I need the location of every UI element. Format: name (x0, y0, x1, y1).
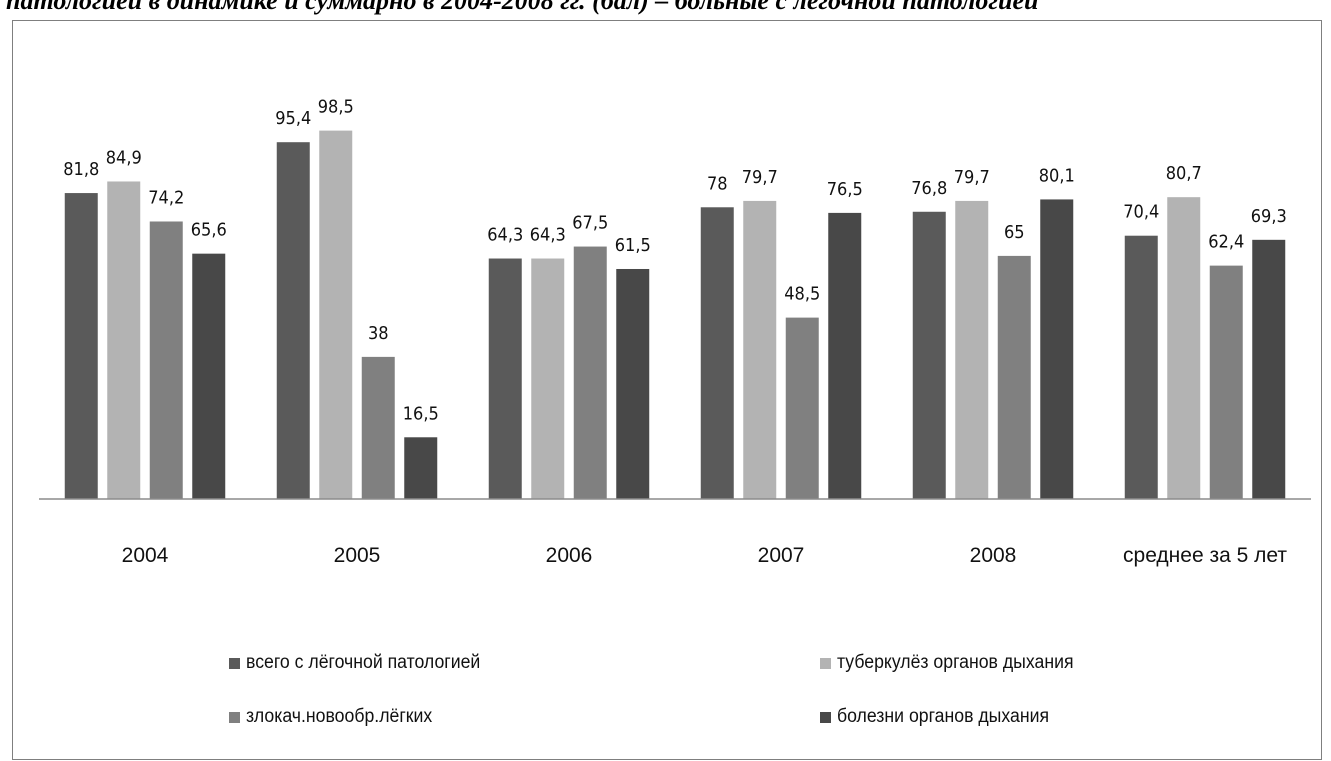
legend-item-respiratory-diseases: болезни органов дыхания (820, 702, 1065, 732)
data-label: 61,5 (615, 235, 651, 256)
data-label: 74,2 (148, 187, 184, 208)
bar (785, 317, 819, 499)
data-label: 76,8 (911, 178, 947, 199)
legend-label: туберкулёз органов дыхания (837, 652, 1074, 673)
bar (743, 200, 777, 499)
data-label: 69,3 (1251, 206, 1287, 227)
data-label: 64,3 (487, 225, 523, 246)
data-label: 62,4 (1208, 232, 1244, 253)
bar-chart: 81,8 84,9 74,2 65,6 2004 95,4 98,5 38 16,5 2005 64… (39, 97, 1311, 567)
bar (1124, 235, 1158, 500)
bar (955, 200, 989, 499)
legend-swatch (820, 657, 831, 669)
data-label: 78 (707, 173, 728, 194)
data-label: 70,4 (1123, 202, 1159, 223)
bar (361, 356, 395, 499)
bar (404, 437, 438, 499)
bar (107, 181, 141, 499)
data-label: 65,6 (191, 220, 227, 241)
x-tick-label: 2006 (546, 544, 593, 567)
bar (828, 212, 862, 499)
legend-label: злокач.новообр.лёгких (246, 706, 433, 727)
data-label: 16,5 (403, 403, 439, 424)
bar (912, 211, 946, 499)
data-label: 79,7 (954, 167, 990, 188)
data-label: 81,8 (63, 159, 99, 180)
legend-item-lung-cancer: злокач.новообр.лёгких (229, 702, 446, 732)
bar (319, 130, 353, 500)
legend-label: всего с лёгочной патологией (246, 652, 481, 673)
data-label: 80,1 (1039, 165, 1075, 186)
x-tick-label: 2005 (334, 544, 381, 567)
bar (276, 142, 310, 499)
data-label: 64,3 (530, 225, 566, 246)
legend-swatch (229, 657, 240, 669)
bar (192, 253, 226, 499)
bar (64, 193, 98, 499)
data-label: 38 (368, 323, 389, 344)
bar (616, 268, 650, 499)
x-tick-label: 2004 (122, 544, 169, 567)
x-tick-label: 2008 (970, 544, 1017, 567)
x-tick-label: среднее за 5 лет (1123, 544, 1287, 567)
data-label: 67,5 (572, 213, 608, 234)
bar (1040, 199, 1074, 499)
bar (531, 258, 565, 499)
legend-swatch (229, 711, 240, 723)
data-label: 95,4 (275, 108, 311, 129)
data-label: 79,7 (742, 167, 778, 188)
bar (1167, 197, 1201, 499)
bar (488, 258, 522, 499)
bar (1209, 265, 1243, 499)
bar (997, 255, 1031, 499)
chart-frame: 81,8 84,9 74,2 65,6 2004 95,4 98,5 38 16,5 2005 64… (12, 20, 1322, 760)
legend-item-tuberculosis: туберкулёз органов дыхания (820, 648, 1091, 678)
data-label: 80,7 (1166, 163, 1202, 184)
figure-caption: патологией в динамике и суммарно в 2004-… (6, 0, 1039, 15)
bar (149, 221, 183, 499)
data-label: 84,9 (106, 147, 142, 168)
legend-item-all-lung-pathology: всего с лёгочной патологией (229, 648, 498, 678)
legend-label: болезни органов дыхания (837, 706, 1050, 727)
x-tick-label: 2007 (758, 544, 805, 567)
bar (573, 246, 607, 499)
bar (700, 207, 734, 499)
data-label: 65 (1004, 222, 1025, 243)
data-label: 76,5 (827, 179, 863, 200)
data-label: 48,5 (784, 284, 820, 305)
bar (1252, 239, 1286, 499)
data-label: 98,5 (318, 97, 354, 118)
legend-swatch (820, 711, 831, 723)
